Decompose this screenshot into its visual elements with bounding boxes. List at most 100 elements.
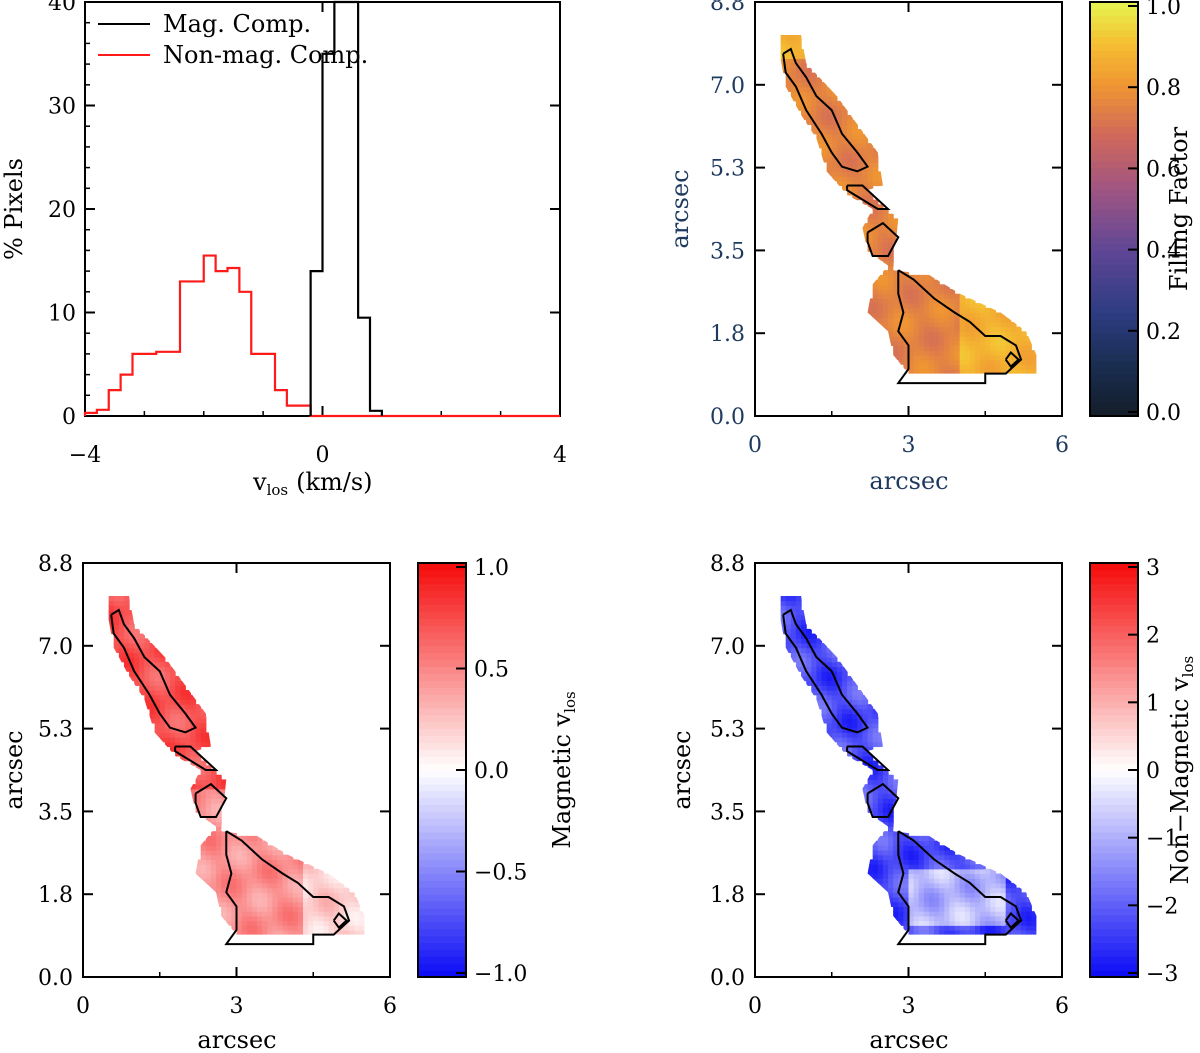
map-pixel xyxy=(969,354,976,361)
map-pixel xyxy=(995,331,1002,337)
colorbar-segment xyxy=(1090,949,1138,957)
map-pixel xyxy=(801,77,807,83)
colorbar-segment xyxy=(1090,77,1138,86)
map-pixel xyxy=(857,751,864,757)
map-pixel xyxy=(959,897,966,903)
map-pixel xyxy=(959,892,966,898)
map-contour xyxy=(1004,911,1020,930)
colorbar-tick-label: 0.2 xyxy=(1146,320,1181,345)
map-pixel xyxy=(195,718,202,724)
map-pixel xyxy=(349,915,355,922)
map-pixel xyxy=(338,906,345,912)
map-pixel xyxy=(108,628,115,635)
map-pixel xyxy=(908,284,915,290)
map-pixel xyxy=(129,610,135,616)
map-pixel xyxy=(195,746,202,752)
map-pixel xyxy=(959,368,966,374)
colorbar-segment xyxy=(1090,236,1138,244)
map-pixel xyxy=(852,124,858,130)
map-pixel xyxy=(990,868,997,875)
map-pixel xyxy=(985,364,991,370)
map-pixel xyxy=(169,685,176,691)
colorbar-segment xyxy=(1090,146,1138,155)
map-pixel xyxy=(790,63,797,69)
map-pixel xyxy=(836,133,843,140)
map-pixel xyxy=(934,321,940,328)
map-pixel xyxy=(308,915,314,922)
map-pixel xyxy=(903,279,910,285)
map-pixel xyxy=(262,925,268,931)
map-pixel xyxy=(277,929,284,935)
map-pixel xyxy=(862,713,869,719)
map-pixel xyxy=(221,887,227,893)
map-pixel xyxy=(256,840,263,846)
colorbar-segment xyxy=(1090,167,1138,175)
colorbar-segment xyxy=(1090,133,1138,141)
map-pixel xyxy=(990,878,997,884)
map-pixel xyxy=(959,929,966,935)
map-pixel xyxy=(826,133,833,140)
map-pixel xyxy=(918,331,925,337)
map-pixel xyxy=(944,845,951,851)
map-pixel xyxy=(195,737,202,743)
map-pixel xyxy=(939,920,945,926)
map-pixel xyxy=(882,798,889,804)
map-pixel xyxy=(780,610,787,616)
map-pixel xyxy=(359,920,365,926)
map-contour xyxy=(194,782,228,819)
map-pixel xyxy=(969,340,976,347)
colorbar-segment xyxy=(418,576,466,585)
map-pixel xyxy=(175,699,181,705)
map-pixel xyxy=(969,359,976,365)
map-pixel xyxy=(246,901,253,908)
map-pixel xyxy=(195,859,202,865)
map-pixel xyxy=(882,312,889,318)
map-pixel xyxy=(888,223,894,229)
map-pixel xyxy=(175,694,181,701)
map-pixel xyxy=(893,354,899,361)
map-pixel xyxy=(277,887,284,893)
map-pixel xyxy=(795,661,802,668)
map-pixel xyxy=(918,840,925,846)
map-pixel xyxy=(139,647,145,653)
map-pixel xyxy=(831,727,838,733)
map-pixel xyxy=(939,364,945,370)
colorbar-segment xyxy=(1090,319,1138,327)
map-pixel xyxy=(282,929,289,935)
map-pixel xyxy=(113,628,120,635)
map-pixel xyxy=(826,100,833,107)
map-pixel xyxy=(862,138,869,144)
map-pixel xyxy=(959,864,966,870)
map-pixel xyxy=(277,878,284,884)
map-pixel xyxy=(154,704,161,710)
colorbar-segment xyxy=(418,949,466,957)
map-pixel xyxy=(954,887,961,893)
map-pixel xyxy=(801,91,807,97)
map-pixel xyxy=(801,86,807,92)
map-pixel xyxy=(882,859,889,865)
map-pixel xyxy=(903,326,910,332)
map-pixel xyxy=(318,897,325,903)
map-pixel xyxy=(210,887,217,893)
map-pixel xyxy=(980,887,986,893)
map-pixel xyxy=(221,868,227,875)
map-pixel xyxy=(939,854,945,860)
map-pixel xyxy=(338,887,345,893)
map-pixel xyxy=(333,911,340,917)
colorbar-segment xyxy=(418,852,466,861)
map-pixel xyxy=(882,868,889,875)
map-pixel xyxy=(954,906,961,912)
map-pixel xyxy=(872,218,879,224)
map-pixel xyxy=(816,86,823,92)
map-pixel xyxy=(872,307,879,314)
map-pixel xyxy=(923,345,930,351)
map-pixel xyxy=(903,897,910,903)
colorbar-segment xyxy=(418,659,466,667)
map-pixel xyxy=(888,779,894,785)
colorbar-segment xyxy=(1090,50,1138,58)
map-pixel xyxy=(836,680,843,686)
map-pixel xyxy=(862,788,869,795)
map-pixel xyxy=(857,171,864,177)
map-pixel xyxy=(949,350,956,356)
map-pixel xyxy=(821,105,828,111)
